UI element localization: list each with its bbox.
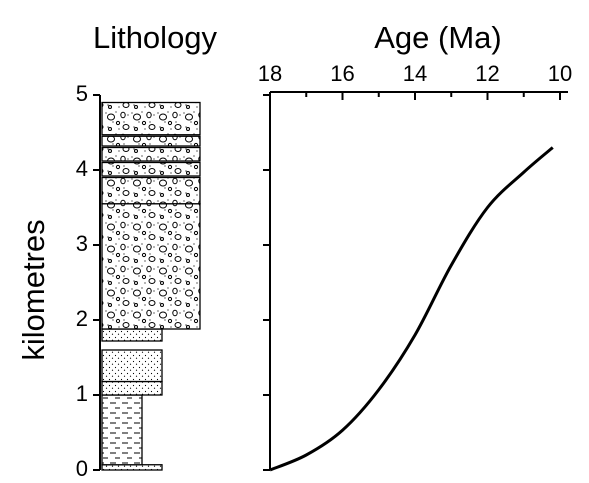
age-depth-curve: [270, 148, 553, 471]
y-axis-label: kilometres: [16, 219, 51, 360]
lithology-unit: [102, 163, 200, 177]
lithology-unit: [102, 148, 200, 162]
age-title: Age (Ma): [374, 20, 501, 55]
x-tick-label: 16: [330, 61, 354, 86]
lithology-unit: [102, 395, 142, 465]
x-tick-label: 18: [258, 61, 282, 86]
lithology-unit: [102, 382, 162, 396]
lithology-unit: [102, 465, 162, 470]
y-tick-label: 1: [76, 381, 88, 406]
y-tick-label: 0: [76, 456, 88, 481]
lithology-unit: [102, 103, 200, 135]
lithology-unit: [102, 136, 200, 146]
lithology-title: Lithology: [93, 20, 218, 55]
lithology-unit: [102, 204, 200, 329]
lithology-unit: [102, 329, 162, 341]
y-tick-label: 5: [76, 81, 88, 106]
y-tick-label: 2: [76, 306, 88, 331]
x-tick-label: 14: [403, 61, 427, 86]
lithology-unit: [102, 350, 162, 382]
x-tick-label: 12: [475, 61, 499, 86]
y-tick-label: 3: [76, 231, 88, 256]
figure: Lithology Age (Ma) kilometres 0123451816…: [0, 0, 589, 483]
lithology-unit: [102, 178, 200, 204]
x-tick-label: 10: [548, 61, 572, 86]
y-tick-label: 4: [76, 156, 88, 181]
